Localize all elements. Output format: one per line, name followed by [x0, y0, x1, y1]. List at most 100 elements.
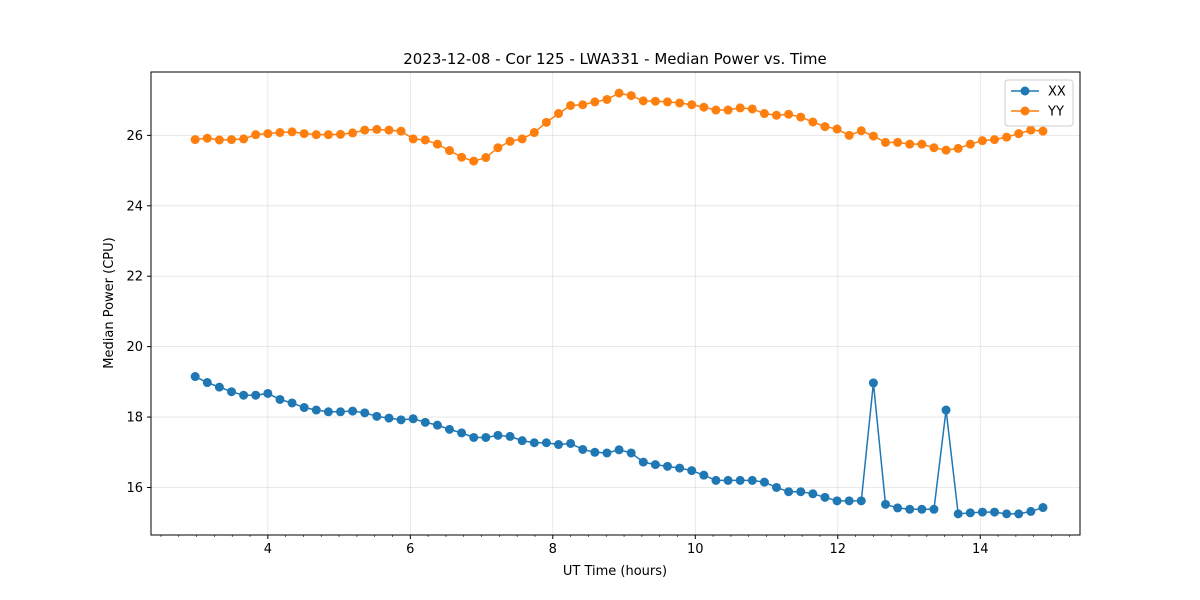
data-point-xx	[941, 405, 951, 415]
data-point-xx	[759, 477, 769, 487]
data-point-xx	[432, 420, 442, 430]
data-point-yy	[772, 110, 782, 120]
data-point-xx	[275, 394, 285, 404]
data-point-yy	[917, 139, 927, 149]
data-point-yy	[505, 136, 515, 146]
plot-frame	[150, 71, 1081, 536]
data-point-xx	[772, 482, 782, 492]
data-point-yy	[844, 130, 854, 140]
data-point-yy	[457, 152, 467, 162]
data-point-xx	[820, 492, 830, 502]
data-point-xx	[965, 508, 975, 518]
data-point-xx	[977, 507, 987, 517]
data-point-yy	[977, 136, 987, 146]
data-point-xx	[929, 504, 939, 514]
data-point-yy	[372, 124, 382, 134]
data-point-xx	[311, 405, 321, 415]
data-point-xx	[505, 431, 515, 441]
data-point-xx	[917, 504, 927, 514]
data-point-yy	[566, 100, 576, 110]
data-point-xx	[348, 406, 358, 416]
data-point-xx	[808, 489, 818, 499]
legend: XX YY	[1004, 79, 1074, 127]
data-point-xx	[251, 390, 261, 400]
x-tick-label: 6	[406, 542, 414, 557]
data-point-yy	[893, 137, 903, 147]
data-point-yy	[529, 128, 539, 138]
data-point-xx	[287, 398, 297, 408]
data-point-xx	[723, 475, 733, 485]
data-point-xx	[517, 436, 527, 446]
data-point-yy	[445, 146, 455, 156]
data-point-yy	[1002, 132, 1012, 142]
data-point-xx	[1026, 506, 1036, 516]
x-tick-label: 4	[264, 542, 272, 557]
data-point-yy	[1026, 125, 1036, 135]
data-point-xx	[214, 382, 224, 392]
data-point-xx	[953, 509, 963, 519]
y-tick-label: 20	[126, 340, 143, 355]
data-point-yy	[711, 105, 721, 115]
data-point-xx	[299, 403, 309, 413]
y-tick-label: 18	[126, 411, 143, 426]
data-point-yy	[602, 94, 612, 104]
data-point-xx	[832, 496, 842, 506]
series-layer	[190, 88, 1048, 519]
data-point-yy	[408, 134, 418, 144]
legend-label-xx: XX	[1048, 85, 1066, 100]
data-point-xx	[554, 440, 564, 450]
data-point-xx	[699, 470, 709, 480]
data-point-yy	[650, 96, 660, 106]
data-point-xx	[868, 378, 878, 388]
y-tick-label: 24	[126, 199, 143, 214]
data-point-yy	[469, 156, 479, 166]
data-point-xx	[263, 388, 273, 398]
data-point-yy	[735, 103, 745, 113]
data-point-xx	[541, 438, 551, 448]
data-point-yy	[747, 104, 757, 114]
data-point-xx	[420, 417, 430, 427]
data-point-xx	[856, 496, 866, 506]
data-point-xx	[529, 438, 539, 448]
data-point-yy	[675, 98, 685, 108]
data-point-xx	[663, 461, 673, 471]
data-point-yy	[1038, 126, 1048, 136]
data-point-yy	[578, 100, 588, 110]
data-point-yy	[554, 109, 564, 119]
data-point-yy	[214, 135, 224, 145]
data-point-yy	[990, 135, 1000, 145]
data-point-xx	[675, 463, 685, 473]
data-point-xx	[227, 387, 237, 397]
data-point-xx	[784, 487, 794, 497]
data-point-yy	[832, 124, 842, 134]
data-point-yy	[299, 129, 309, 139]
data-point-yy	[493, 143, 503, 153]
data-point-xx	[687, 466, 697, 476]
data-point-yy	[1014, 129, 1024, 139]
data-point-yy	[481, 153, 491, 163]
x-tick-label: 8	[549, 542, 557, 557]
data-point-yy	[517, 134, 527, 144]
data-point-xx	[445, 424, 455, 434]
data-point-xx	[626, 448, 636, 458]
data-point-xx	[469, 432, 479, 442]
data-point-xx	[590, 447, 600, 457]
data-point-xx	[711, 475, 721, 485]
data-point-xx	[893, 503, 903, 513]
data-point-yy	[699, 102, 709, 112]
data-point-xx	[990, 507, 1000, 517]
data-point-xx	[602, 448, 612, 458]
data-point-xx	[578, 444, 588, 454]
y-tick-label: 26	[126, 129, 143, 144]
data-point-yy	[190, 135, 200, 145]
data-point-yy	[202, 133, 212, 143]
data-point-yy	[336, 129, 346, 139]
y-axis-label: Median Power (CPU)	[102, 237, 117, 368]
data-point-yy	[965, 139, 975, 149]
data-point-yy	[941, 145, 951, 155]
data-point-xx	[336, 407, 346, 417]
data-point-yy	[808, 117, 818, 127]
data-point-yy	[820, 122, 830, 132]
data-point-yy	[384, 125, 394, 135]
